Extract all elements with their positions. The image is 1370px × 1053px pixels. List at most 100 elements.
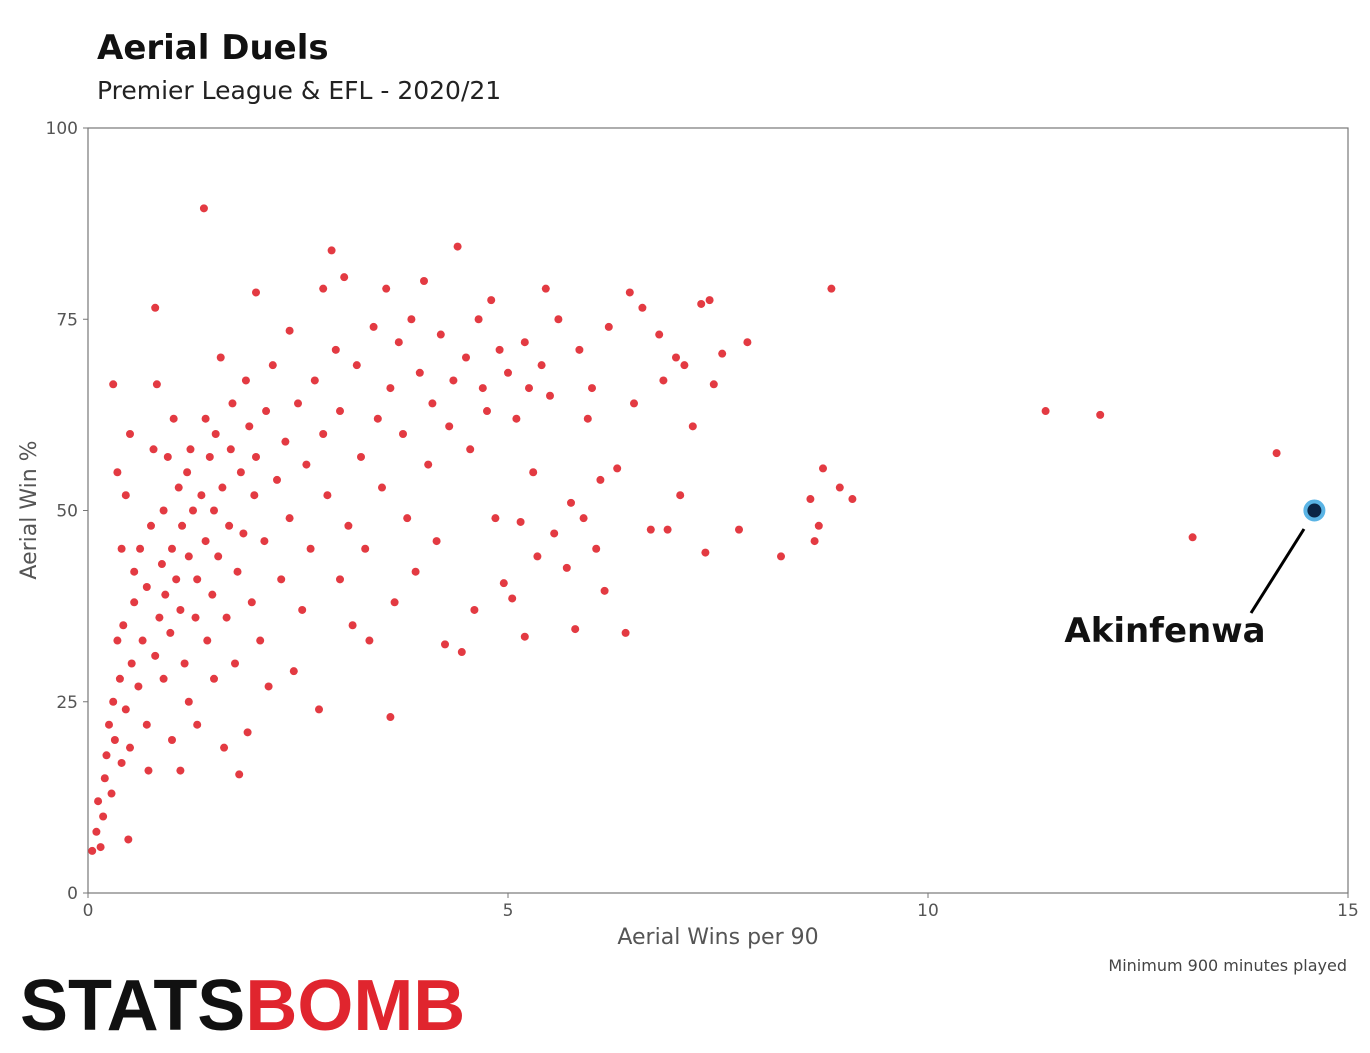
point [191, 613, 200, 622]
point [835, 483, 844, 492]
point [252, 452, 260, 461]
point [285, 326, 294, 335]
point [512, 414, 521, 423]
y-tick-label: 25 [56, 693, 78, 713]
point [92, 827, 101, 836]
point [478, 384, 487, 393]
point [630, 399, 638, 408]
point [735, 525, 743, 534]
point [1188, 533, 1197, 542]
footnote: Minimum 900 minutes played [1108, 956, 1347, 975]
point [638, 303, 647, 312]
point [151, 303, 160, 312]
point [178, 521, 187, 530]
point [697, 299, 706, 308]
point [281, 437, 290, 446]
point [491, 514, 500, 523]
point [575, 345, 584, 354]
point [102, 751, 111, 760]
point [688, 422, 697, 431]
point [214, 552, 223, 561]
point [233, 567, 242, 576]
point [273, 475, 281, 484]
point [245, 422, 254, 431]
point [562, 563, 571, 572]
point [105, 720, 113, 729]
plot-frame [87, 127, 1349, 894]
point [226, 445, 235, 454]
point [621, 628, 630, 637]
point [117, 544, 126, 553]
point [208, 590, 217, 599]
point [487, 296, 496, 305]
point [352, 361, 361, 370]
point [121, 705, 130, 714]
point [378, 483, 386, 492]
point [147, 521, 155, 530]
point [241, 376, 250, 385]
y-tick-label: 75 [56, 310, 78, 330]
point [211, 430, 220, 438]
point [357, 452, 365, 461]
point [169, 414, 178, 423]
point [189, 506, 197, 515]
point [819, 464, 827, 473]
annotation-line [1249, 528, 1306, 614]
point [220, 743, 229, 752]
point [655, 330, 664, 339]
point [709, 380, 718, 389]
point [336, 575, 344, 584]
point [428, 399, 437, 408]
point [115, 674, 124, 683]
logo-right: BOMB [245, 966, 465, 1046]
point [264, 682, 273, 691]
point [705, 296, 714, 305]
point [155, 613, 164, 622]
logo-left: STATS [20, 966, 245, 1046]
point [225, 521, 234, 530]
point [172, 575, 181, 584]
point [810, 537, 819, 546]
point [550, 529, 559, 538]
point [1096, 410, 1105, 419]
point [252, 288, 260, 297]
y-tick-label: 50 [56, 502, 78, 522]
y-tick-label: 100 [46, 119, 78, 139]
point [268, 361, 277, 370]
point [499, 579, 508, 588]
point [495, 345, 504, 354]
point [516, 517, 525, 526]
point [646, 525, 655, 534]
point [166, 628, 175, 637]
point [520, 632, 529, 641]
point [533, 552, 542, 561]
point [136, 544, 145, 553]
point [201, 537, 210, 546]
point [449, 376, 458, 385]
point [199, 204, 208, 213]
point [394, 338, 403, 347]
chart-subtitle: Premier League & EFL - 2020/21 [97, 76, 501, 105]
point [672, 353, 680, 362]
point [537, 361, 546, 370]
point [340, 273, 349, 282]
point [390, 598, 399, 607]
x-tick-label: 5 [503, 901, 514, 921]
point [541, 284, 550, 293]
point [382, 284, 391, 293]
point [583, 414, 592, 423]
x-tick-label: 10 [917, 901, 939, 921]
point [285, 514, 294, 523]
point [814, 521, 823, 530]
point [186, 445, 195, 454]
point [142, 720, 151, 729]
point [110, 736, 119, 744]
point [806, 495, 815, 504]
point [294, 399, 302, 408]
point [113, 636, 122, 645]
point [319, 284, 328, 293]
point [113, 468, 122, 477]
point [663, 525, 672, 534]
point [432, 537, 441, 546]
